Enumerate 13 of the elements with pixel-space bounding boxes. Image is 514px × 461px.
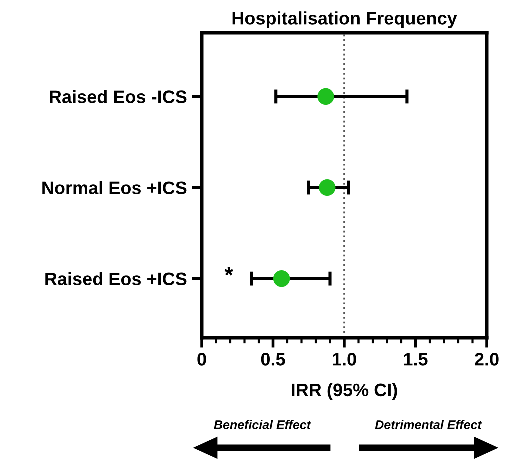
x-tick-label: 2.0 bbox=[475, 353, 499, 366]
x-tick-label: 1.0 bbox=[333, 353, 356, 366]
y-tick-label: Raised Eos +ICS bbox=[46, 272, 187, 286]
y-tick-label: Raised Eos -ICS bbox=[50, 90, 187, 104]
x-tick-label: 1.5 bbox=[404, 353, 428, 366]
x-tick-label: 0.5 bbox=[261, 353, 286, 366]
text: Detrimental Effect bbox=[375, 420, 482, 430]
x-tick-label: 0 bbox=[198, 353, 206, 366]
text: Beneficial Effect bbox=[214, 420, 312, 430]
x-axis-title: IRR (95% CI) bbox=[292, 383, 398, 400]
chart-title: Hospitalisation Frequency bbox=[232, 12, 458, 28]
annotation: * bbox=[224, 267, 234, 276]
y-tick-label: Normal Eos +ICS bbox=[42, 181, 187, 194]
